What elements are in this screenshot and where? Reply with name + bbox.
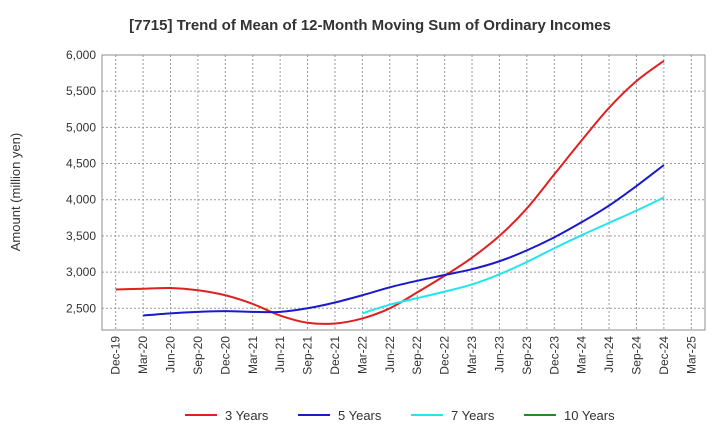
x-tick-label: Mar-23 — [465, 336, 479, 374]
legend-label-5-years: 5 Years — [338, 408, 382, 423]
y-tick-label: 4,000 — [66, 193, 96, 207]
y-tick-label: 4,500 — [66, 157, 96, 171]
x-tick-label: Mar-20 — [136, 336, 150, 374]
x-tick-label: Sep-23 — [520, 336, 534, 375]
y-tick-label: 3,000 — [66, 265, 96, 279]
x-tick-label: Sep-22 — [410, 336, 424, 375]
y-axis-label: Amount (million yen) — [8, 133, 23, 252]
legend-label-10-years: 10 Years — [564, 408, 615, 423]
x-tick-label: Dec-23 — [547, 336, 561, 375]
x-tick-label: Dec-20 — [218, 336, 232, 375]
x-tick-label: Mar-21 — [246, 336, 260, 374]
x-tick-label: Mar-22 — [355, 336, 369, 374]
x-axis: Dec-19 Mar-20 Jun-20 Sep-20 Dec-20 Mar-21 Jun-… — [109, 336, 699, 375]
y-tick-label: 3,500 — [66, 229, 96, 243]
x-tick-label: Mar-25 — [684, 336, 698, 374]
series-line-3-years — [115, 59, 665, 325]
x-tick-label: Jun-21 — [273, 336, 287, 373]
x-tick-label: Dec-22 — [438, 336, 452, 375]
series-lines — [115, 59, 665, 325]
x-tick-label: Jun-24 — [602, 336, 616, 373]
x-tick-label: Dec-21 — [328, 336, 342, 375]
plot-frame — [101, 54, 706, 331]
legend-label-7-years: 7 Years — [451, 408, 495, 423]
y-axis: 2,500 3,000 3,500 4,000 4,500 5,000 5,500 6,000 — [66, 48, 96, 315]
x-tick-label: Sep-21 — [301, 336, 315, 375]
x-tick-label: Jun-23 — [492, 336, 506, 373]
x-tick-label: Dec-24 — [657, 336, 671, 375]
legend: 3 Years 5 Years 7 Years 10 Years — [185, 408, 615, 423]
x-tick-label: Jun-20 — [164, 336, 178, 373]
x-tick-label: Dec-19 — [109, 336, 123, 375]
chart-title: [7715] Trend of Mean of 12-Month Moving … — [129, 17, 611, 34]
y-tick-label: 5,000 — [66, 120, 96, 134]
x-tick-label: Jun-22 — [383, 336, 397, 373]
x-tick-label: Sep-24 — [629, 336, 643, 375]
x-tick-label: Sep-20 — [191, 336, 205, 375]
y-tick-label: 6,000 — [66, 48, 96, 62]
series-line-7-years — [362, 196, 665, 315]
y-tick-label: 2,500 — [66, 301, 96, 315]
y-tick-label: 5,500 — [66, 84, 96, 98]
legend-label-3-years: 3 Years — [225, 408, 269, 423]
x-tick-label: Mar-24 — [575, 336, 589, 374]
series-line-5-years — [143, 164, 665, 317]
